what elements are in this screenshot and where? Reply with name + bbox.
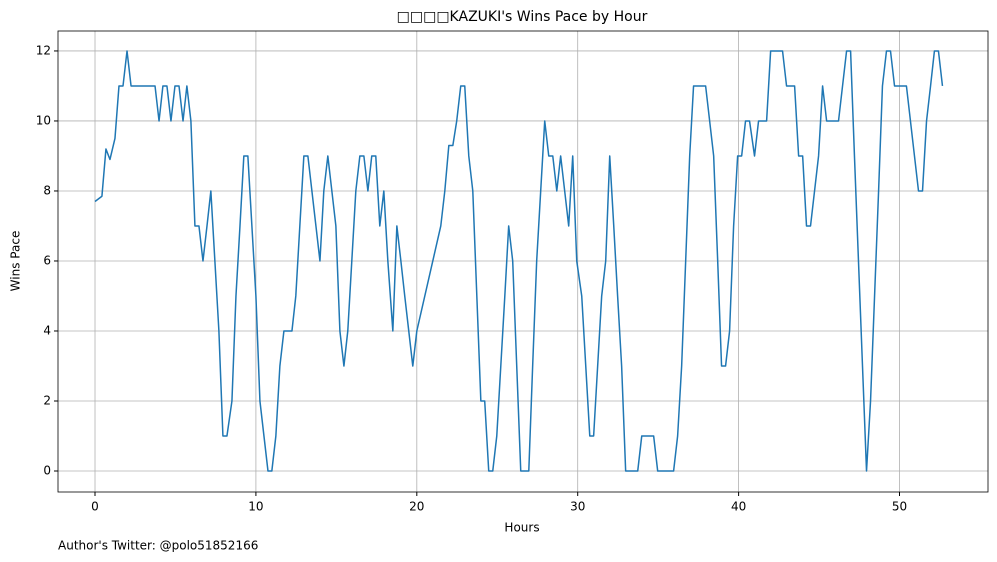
y-tick-label: 8	[43, 183, 51, 197]
x-axis-label: Hours	[504, 521, 539, 535]
x-tick-label: 30	[570, 500, 585, 514]
x-tick-label: 50	[892, 500, 907, 514]
annotation: Author's Twitter: @polo51852166	[58, 539, 258, 553]
line-series	[94, 50, 944, 472]
y-tick-label: 6	[43, 253, 51, 267]
x-tick-label: 10	[248, 500, 263, 514]
plot-frame	[57, 30, 989, 493]
y-axis-label: Wins Pace	[9, 231, 23, 292]
y-tick-label: 0	[43, 463, 51, 477]
y-tick-label: 2	[43, 393, 51, 407]
y-tick-label: 12	[36, 43, 51, 57]
x-tick-label: 0	[91, 500, 99, 514]
y-tick-label: 4	[43, 323, 51, 337]
y-tick-label: 10	[36, 113, 51, 127]
chart-title: □□□□KAZUKI's Wins Pace by Hour	[397, 9, 648, 25]
x-tick-label: 40	[731, 500, 746, 514]
x-tick-label: 20	[409, 500, 424, 514]
